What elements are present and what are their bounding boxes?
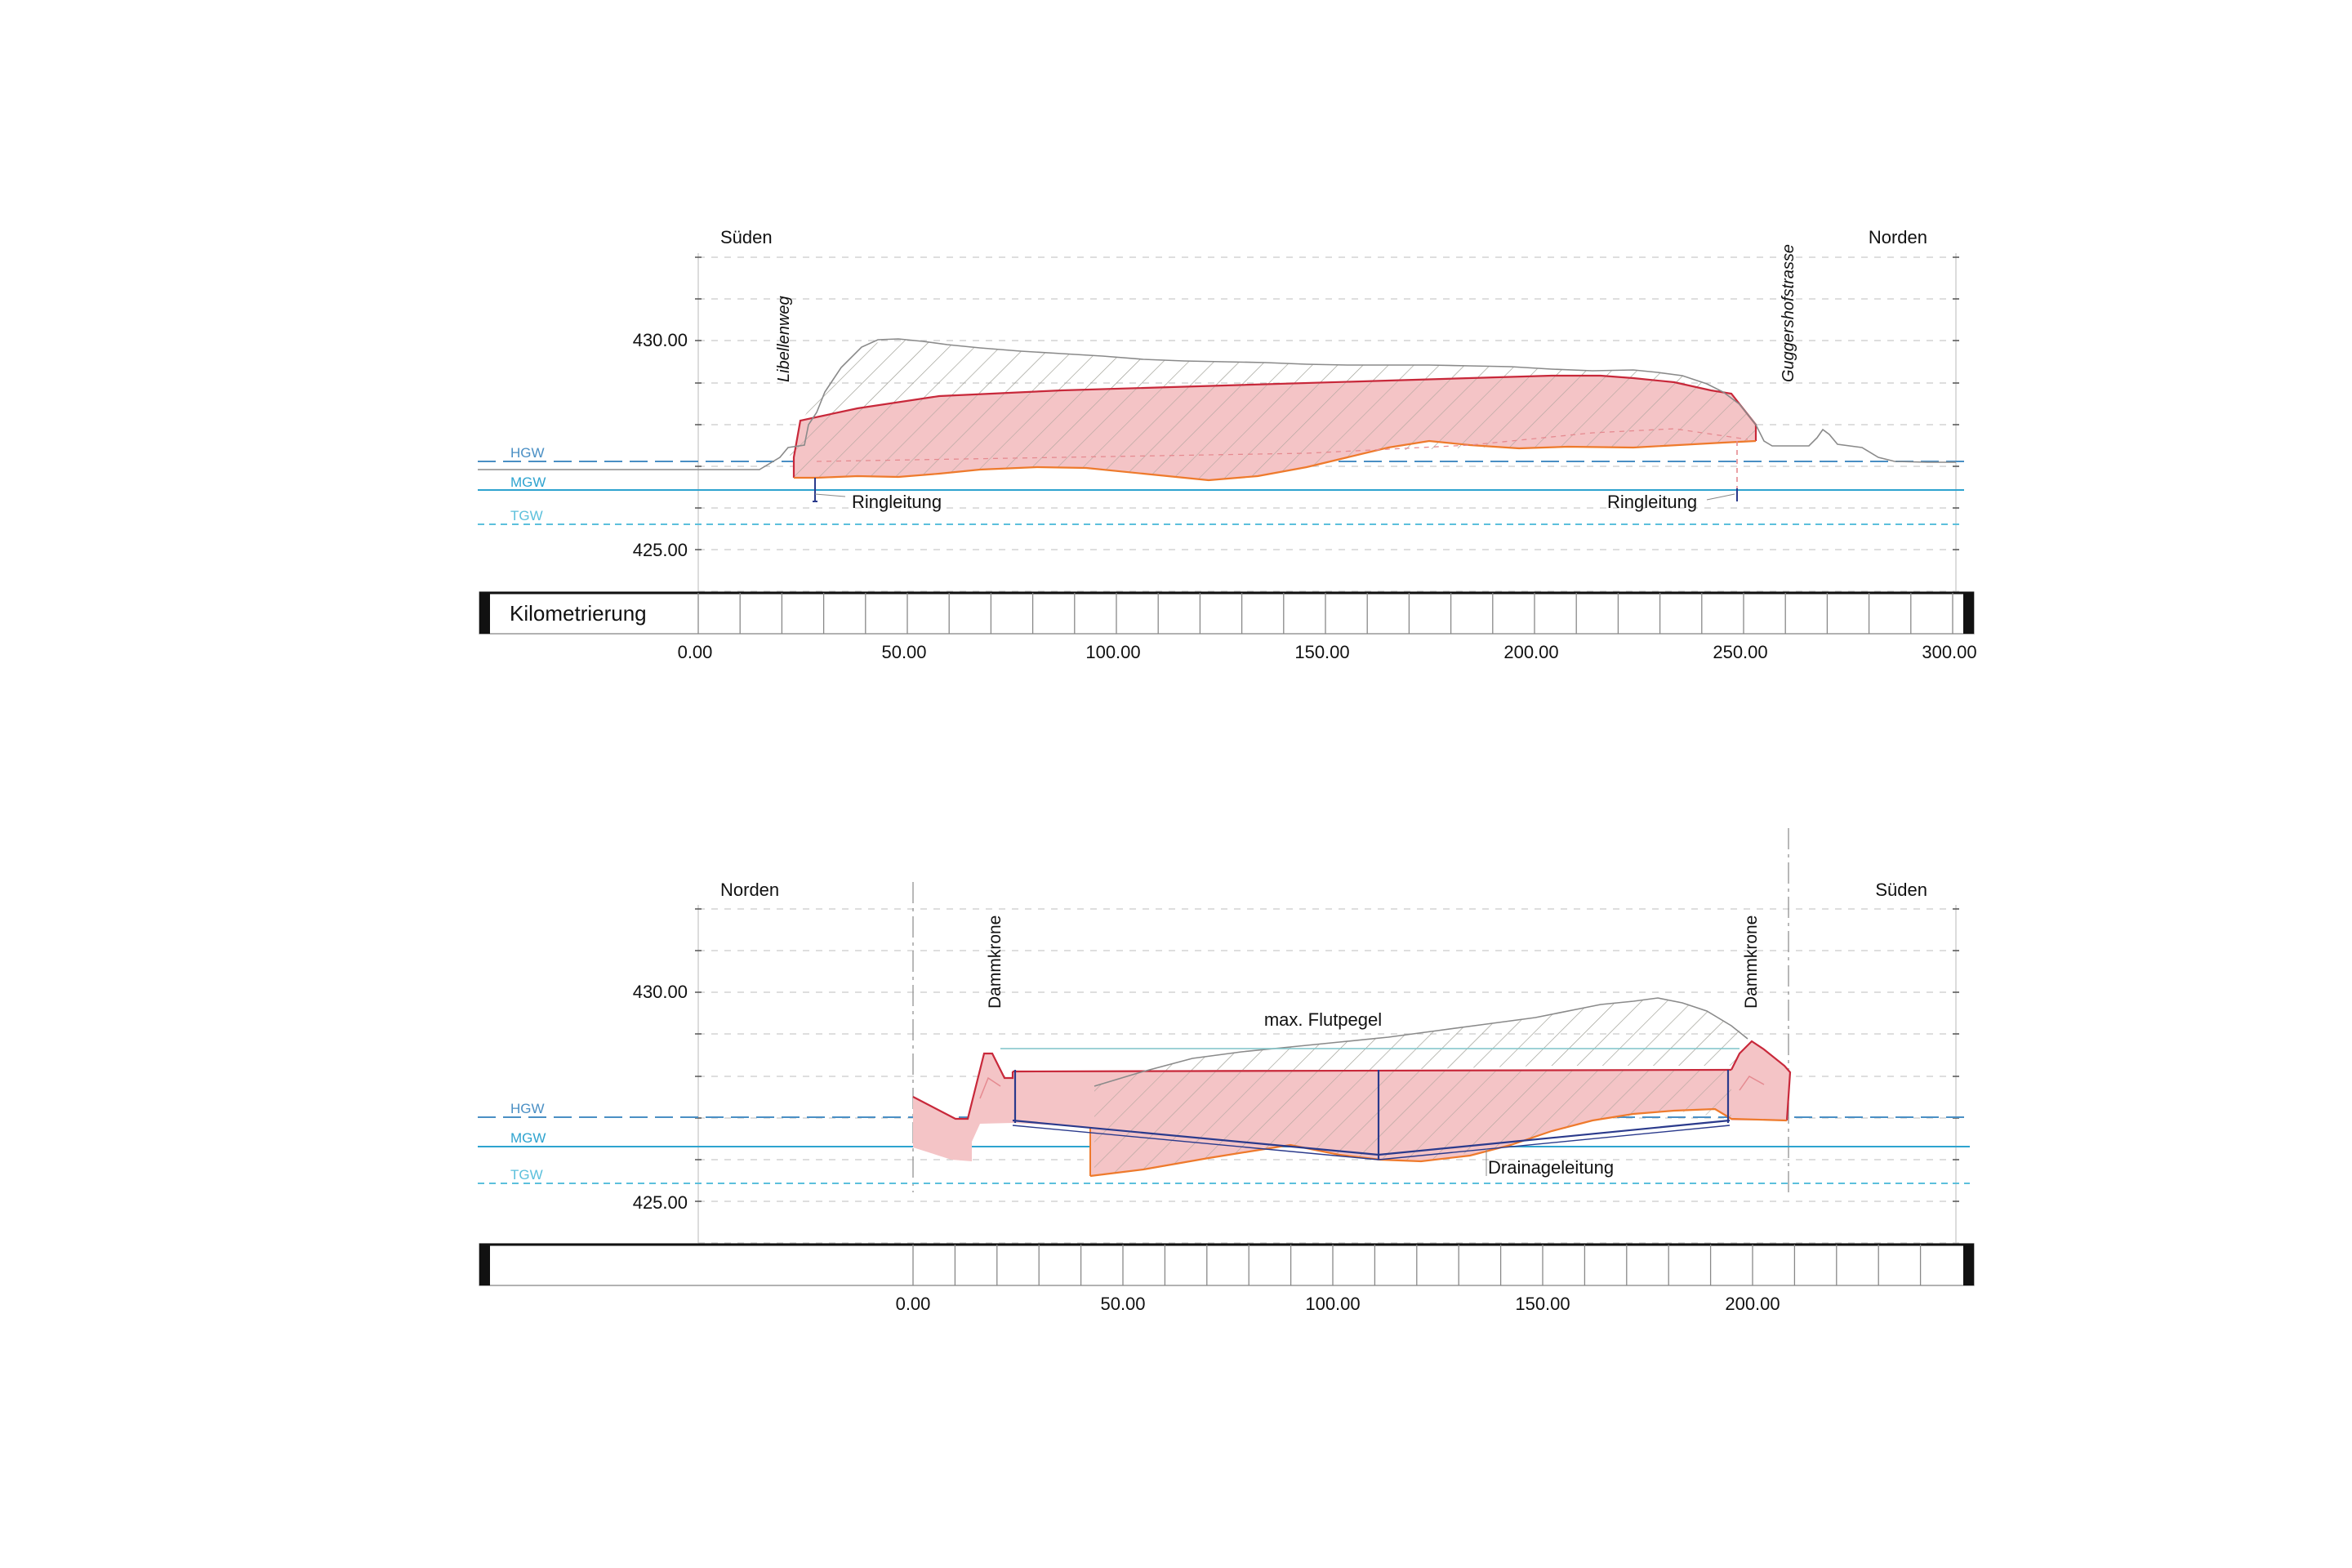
km2-label-0: 0.00: [896, 1294, 931, 1314]
axis-ticks-1: [695, 256, 1959, 550]
km-labels-1: 0.00 50.00 100.00 150.00 200.00 250.00 3…: [678, 642, 1977, 662]
elevation-label-425: 425.00: [633, 540, 688, 560]
structure-bottom-line: [1089, 1107, 1788, 1178]
direction-label-right-2: Süden: [1875, 880, 1927, 900]
mgw-label: MGW: [510, 474, 546, 490]
km-scale-bar-2: [479, 1243, 1975, 1286]
elevation-label-430-2: 430.00: [633, 982, 688, 1002]
dam-right-fill: [1731, 1041, 1790, 1120]
km-label-100: 100.00: [1085, 642, 1140, 662]
excavation-bottom-line: [794, 439, 1757, 482]
hgw-label: HGW: [510, 445, 545, 461]
km-label-200: 200.00: [1503, 642, 1558, 662]
dam-left-fill: [913, 1054, 1013, 1161]
dam-right-outline: [1731, 1040, 1792, 1121]
drainage-pipe: [1012, 1070, 1731, 1160]
axis-lines-1: [697, 253, 1957, 592]
inner-dashed-line: [816, 428, 1748, 462]
ring-pipe-label-left: Ringleitung: [852, 492, 942, 512]
street-label-libellenweg: Libellenweg: [775, 296, 793, 382]
ring-pipe-label-right: Ringleitung: [1607, 492, 1697, 512]
excavation-fill-hatch: [794, 376, 1756, 480]
ring-pipe-right: [1706, 441, 1738, 501]
km-scale-title: Kilometrierung: [510, 601, 647, 626]
section-2: Norden Süden 430.00 425.00 HGW MGW TGW: [478, 828, 1975, 1314]
dam-left-outline: [912, 1052, 1014, 1120]
km-label-150: 150.00: [1294, 642, 1349, 662]
km2-label-50: 50.00: [1100, 1294, 1145, 1314]
direction-label-left: Süden: [720, 227, 773, 247]
hgw-label-2: HGW: [510, 1101, 545, 1116]
km2-label-100: 100.00: [1305, 1294, 1360, 1314]
km-label-0: 0.00: [678, 642, 713, 662]
mgw-label-2: MGW: [510, 1130, 546, 1146]
existing-terrain-hatch-2: [1094, 998, 1740, 1086]
ring-pipe-left: [813, 478, 846, 502]
dam-crown-label-left: Dammkrone: [986, 915, 1004, 1009]
dam-structure-hatch: [1094, 1070, 1731, 1176]
drainage-label: Drainageleitung: [1488, 1157, 1614, 1178]
street-label-guggershofstrasse: Guggershofstrasse: [1780, 244, 1797, 382]
km-label-250: 250.00: [1713, 642, 1767, 662]
km-scale-bar-1: [479, 591, 1975, 635]
tgw-label-2: TGW: [510, 1167, 543, 1183]
elevation-label-425-2: 425.00: [633, 1192, 688, 1213]
building-top-line: [792, 374, 1757, 478]
terrain-line-2: [1094, 997, 1748, 1087]
km2-label-200: 200.00: [1725, 1294, 1780, 1314]
km2-label-150: 150.00: [1515, 1294, 1570, 1314]
dam-crown-label-right: Dammkrone: [1742, 915, 1761, 1009]
tgw-label: TGW: [510, 508, 543, 523]
terrain-line: [478, 338, 1956, 470]
dam-left-inner: [979, 1076, 1001, 1099]
flood-level-label: max. Flutpegel: [1264, 1009, 1382, 1030]
km-labels-2: 0.00 50.00 100.00 150.00 200.00: [896, 1294, 1780, 1314]
direction-label-left-2: Norden: [720, 880, 779, 900]
km-label-300: 300.00: [1922, 642, 1976, 662]
km-label-50: 50.00: [881, 642, 926, 662]
section-1: Süden Norden 430.00 425.00 HGW MGW TGW L…: [478, 227, 1977, 662]
direction-label-right: Norden: [1869, 227, 1927, 247]
elevation-label-430: 430.00: [633, 330, 688, 350]
structure-top-line: [1012, 1068, 1732, 1073]
axis-lines-2: [697, 905, 1957, 1243]
dam-right-inner: [1739, 1076, 1765, 1091]
